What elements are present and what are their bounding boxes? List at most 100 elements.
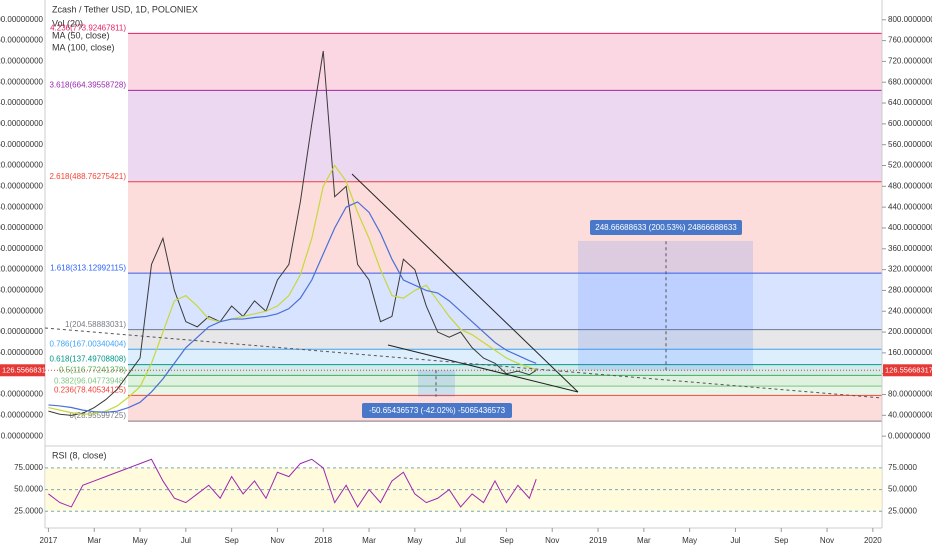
y-tick-label: 480.00000000 (888, 181, 932, 190)
y-tick-label: 400.00000000 (0, 223, 44, 232)
series-line (48, 50, 537, 416)
rsi-tick-label: 50.0000 (888, 485, 917, 494)
y-tick-label: 800.00000000 (888, 15, 932, 24)
x-tick-label: Jul (456, 536, 466, 545)
measure-box (578, 240, 753, 371)
y-tick-label: 40.00000000 (0, 410, 44, 419)
x-tick-label: 2020 (864, 536, 882, 545)
rsi-line (48, 458, 537, 508)
x-tick-label: Mar (362, 536, 376, 545)
y-tick-label: 800.00000000 (0, 15, 44, 24)
fib-label: 0.382(96.04773948) (54, 376, 126, 385)
fib-label: 3.618(664.39558728) (49, 80, 126, 89)
rsi-tick-label: 50.0000 (14, 485, 43, 494)
y-tick-label: 40.00000000 (888, 410, 932, 419)
fib-label: 0.236(78.40534125) (54, 385, 126, 394)
y-tick-label: 520.00000000 (888, 161, 932, 170)
y-tick-label: 360.00000000 (888, 244, 932, 253)
y-tick-label: 720.00000000 (888, 57, 932, 66)
rsi-band (45, 467, 882, 512)
measure-label-bg (362, 403, 512, 418)
y-tick-label: 320.00000000 (888, 265, 932, 274)
x-tick-label: Sep (499, 536, 514, 545)
y-tick-label: 760.00000000 (888, 36, 932, 45)
fib-band (128, 329, 882, 350)
fib-label: 0.786(167.00340404) (49, 339, 126, 348)
trend-line (351, 173, 579, 393)
title: Zcash / Tether USD, 1D, POLONIEX (52, 4, 198, 14)
rsi-tick-label: 25.0000 (14, 506, 43, 515)
y-tick-label: 480.00000000 (0, 181, 44, 190)
indicator: MA (50, close) (52, 30, 110, 40)
fib-label: 4.236(773.92467811) (50, 23, 126, 32)
x-tick-label: 2019 (589, 536, 607, 545)
fib-band (128, 364, 882, 376)
y-tick-label: 760.00000000 (0, 36, 44, 45)
fib-label: 0.5(116.77241378) (59, 365, 126, 374)
fib-band (128, 375, 882, 387)
x-tick-label: Jul (181, 536, 191, 545)
measure-label: 248.66688633 (200.53%) 24866688633 (595, 223, 737, 232)
fib-label: 1.618(313.12992115) (50, 263, 126, 272)
fib-label: 1(204.58883031) (65, 320, 126, 329)
last-price-bg (883, 364, 932, 377)
y-tick-label: 600.00000000 (888, 119, 932, 128)
y-tick-label: 560.00000000 (888, 140, 932, 149)
measure-label-bg (590, 220, 742, 235)
y-tick-label: 0.00000000 (1, 431, 44, 440)
y-tick-label: 400.00000000 (888, 223, 932, 232)
indicator: Vol (20) (52, 18, 83, 28)
y-tick-label: 520.00000000 (0, 161, 44, 170)
fib-label: 2.618(488.76275421) (49, 172, 126, 181)
rsi-tick-label: 75.0000 (14, 463, 43, 472)
y-tick-label: 160.00000000 (0, 348, 44, 357)
x-tick-label: 2017 (40, 536, 58, 545)
last-price-bg (0, 364, 45, 377)
x-tick-label: Mar (637, 536, 651, 545)
last-price-label: 126.55668317 (2, 365, 50, 374)
x-tick-label: Nov (545, 536, 559, 545)
indicator: MA (100, close) (52, 42, 115, 52)
fib-band (128, 386, 882, 396)
y-tick-label: 440.00000000 (0, 202, 44, 211)
series-line (48, 201, 537, 413)
y-tick-label: 240.00000000 (888, 306, 932, 315)
x-tick-label: Nov (270, 536, 284, 545)
fib-band (128, 181, 882, 274)
series-line (48, 164, 537, 415)
plot: 248.66688633 (200.53%) 24866688633 -50.65… (45, 50, 882, 418)
y-tick-label: 600.00000000 (0, 119, 44, 128)
rsi-tick-label: 25.0000 (888, 506, 917, 515)
y-tick-label: 680.00000000 (888, 77, 932, 86)
y-tick-label: 360.00000000 (0, 244, 44, 253)
fib-band (128, 33, 882, 91)
y-tick-label: 440.00000000 (888, 202, 932, 211)
y-tick-label: 640.00000000 (888, 98, 932, 107)
x-tick-label: May (682, 536, 697, 545)
x-tick-label: Jul (730, 536, 740, 545)
fib-bands: 0(28.95599725) 0.236(78.40534125)0.382(96… (49, 23, 882, 422)
x-tick-label: May (407, 536, 422, 545)
fib-band (128, 90, 882, 182)
y-tick-label: 280.00000000 (888, 286, 932, 295)
y-tick-label: 200.00000000 (0, 327, 44, 336)
y-tick-label: 640.00000000 (0, 98, 44, 107)
y-tick-label: 0.00000000 (888, 431, 931, 440)
y-tick-label: 80.00000000 (888, 390, 932, 399)
y-tick-label: 80.00000000 (0, 390, 44, 399)
x-tick-label: Sep (225, 536, 240, 545)
trend-line (387, 344, 579, 393)
y-tick-label: 160.00000000 (888, 348, 932, 357)
y-tick-label: 280.00000000 (0, 286, 44, 295)
fib-label: 0.618(137.49708808) (49, 355, 126, 364)
x-tick-label: Nov (820, 536, 834, 545)
x-tick-label: Sep (774, 536, 789, 545)
y-tick-label: 720.00000000 (0, 57, 44, 66)
x-tick-label: May (132, 536, 147, 545)
indicator: RSI (8, close) (52, 450, 107, 460)
y-tick-label: 680.00000000 (0, 77, 44, 86)
y-tick-label: 560.00000000 (0, 140, 44, 149)
measure-label: -50.65436573 (-42.02%) -5065436573 (369, 406, 506, 415)
